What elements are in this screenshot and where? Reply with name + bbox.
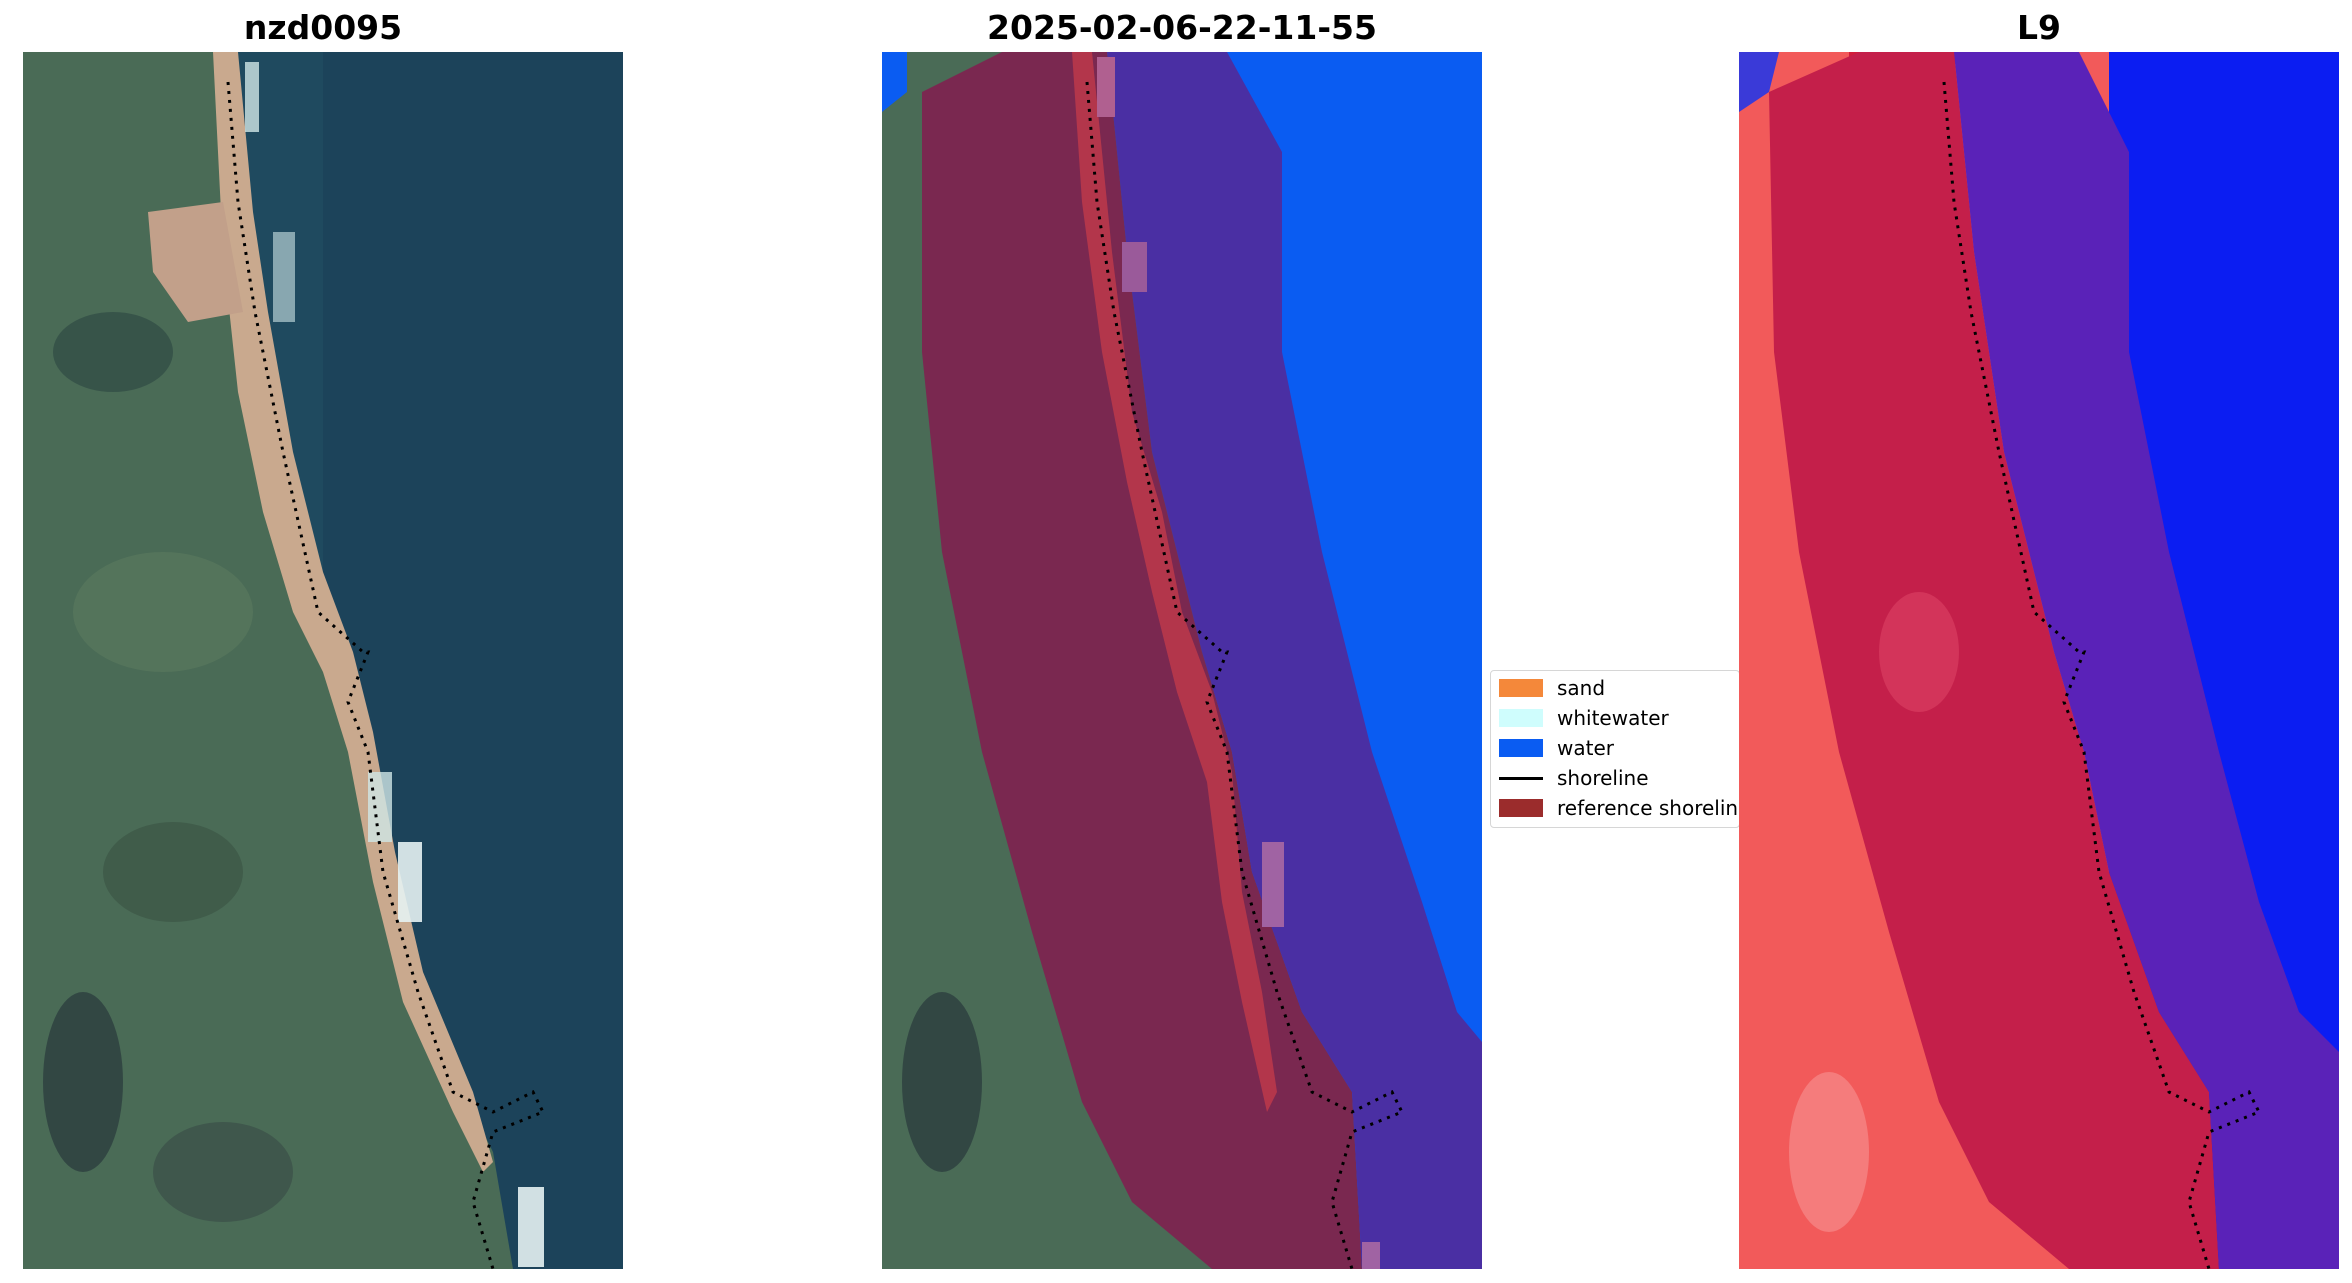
legend-swatch-sand — [1499, 679, 1543, 697]
legend-item-sand: sand — [1499, 675, 1605, 701]
legend-label-shoreline: shoreline — [1557, 766, 1649, 790]
legend-label-water: water — [1557, 736, 1614, 760]
legend-label-sand: sand — [1557, 676, 1606, 700]
legend-label-whitewater: whitewater — [1557, 706, 1669, 730]
legend-item-whitewater: whitewater — [1499, 705, 1669, 731]
legend: sand whitewater water shoreline referenc… — [1490, 670, 1740, 828]
panel-title-rgb: nzd0095 — [243, 8, 403, 47]
legend-swatch-shoreline — [1499, 776, 1543, 780]
panel-title-index: L9 — [2017, 8, 2061, 47]
legend-swatch-water — [1499, 739, 1543, 757]
classification-panel — [882, 52, 1482, 1269]
legend-label-reference-shoreline: reference shoreline — [1557, 796, 1740, 820]
legend-item-water: water — [1499, 735, 1614, 761]
rgb-image — [23, 52, 623, 1269]
legend-item-shoreline: shoreline — [1499, 765, 1649, 791]
index-image — [1739, 52, 2339, 1269]
legend-swatch-whitewater — [1499, 709, 1543, 727]
index-panel — [1739, 52, 2339, 1269]
rgb-image-panel — [23, 52, 623, 1269]
legend-swatch-reference-shoreline — [1499, 799, 1543, 817]
panel-title-classification: 2025-02-06-22-11-55 — [987, 8, 1377, 47]
classification-image — [882, 52, 1482, 1269]
legend-item-reference-shoreline: reference shoreline — [1499, 795, 1740, 821]
